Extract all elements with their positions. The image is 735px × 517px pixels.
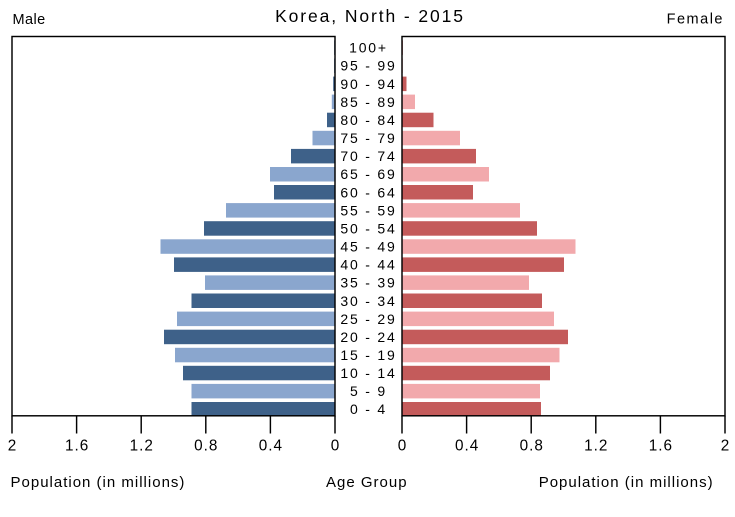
svg-text:10 - 14: 10 - 14: [340, 365, 396, 381]
svg-text:25 - 29: 25 - 29: [340, 311, 396, 327]
svg-text:100+: 100+: [349, 40, 388, 56]
svg-text:50 - 54: 50 - 54: [340, 220, 396, 236]
svg-text:35 - 39: 35 - 39: [340, 275, 396, 291]
svg-text:20 - 24: 20 - 24: [340, 329, 396, 345]
svg-text:1.6: 1.6: [65, 438, 89, 455]
svg-text:60 - 64: 60 - 64: [340, 184, 396, 200]
svg-text:0 - 4: 0 - 4: [350, 401, 387, 417]
svg-text:0.4: 0.4: [259, 438, 283, 455]
svg-text:1.2: 1.2: [584, 438, 608, 455]
svg-text:45 - 49: 45 - 49: [340, 239, 396, 255]
svg-text:2: 2: [721, 438, 731, 455]
svg-text:2: 2: [8, 438, 18, 455]
svg-text:95 - 99: 95 - 99: [340, 58, 396, 74]
svg-text:70 - 74: 70 - 74: [340, 148, 396, 164]
svg-text:85 - 89: 85 - 89: [340, 94, 396, 110]
svg-text:55 - 59: 55 - 59: [340, 202, 396, 218]
svg-text:40 - 44: 40 - 44: [340, 257, 396, 273]
svg-text:0.8: 0.8: [194, 438, 218, 455]
svg-text:Population (in millions): Population (in millions): [539, 474, 714, 491]
svg-text:1.6: 1.6: [649, 438, 673, 455]
svg-text:65 - 69: 65 - 69: [340, 166, 396, 182]
svg-text:Population (in millions): Population (in millions): [11, 474, 186, 491]
svg-text:Female: Female: [667, 12, 724, 28]
svg-text:90 - 94: 90 - 94: [340, 76, 396, 92]
svg-text:75 - 79: 75 - 79: [340, 130, 396, 146]
svg-text:1.2: 1.2: [130, 438, 154, 455]
svg-text:80 - 84: 80 - 84: [340, 112, 396, 128]
svg-text:15 - 19: 15 - 19: [340, 347, 396, 363]
svg-text:30 - 34: 30 - 34: [340, 293, 396, 309]
svg-text:0.8: 0.8: [520, 438, 544, 455]
svg-text:Korea, North - 2015: Korea, North - 2015: [275, 6, 465, 26]
svg-text:0.4: 0.4: [455, 438, 479, 455]
svg-text:Age Group: Age Group: [326, 474, 408, 491]
svg-text:Male: Male: [13, 12, 46, 28]
svg-text:5 - 9: 5 - 9: [350, 383, 387, 399]
svg-text:0: 0: [331, 438, 341, 455]
svg-text:0: 0: [398, 438, 408, 455]
